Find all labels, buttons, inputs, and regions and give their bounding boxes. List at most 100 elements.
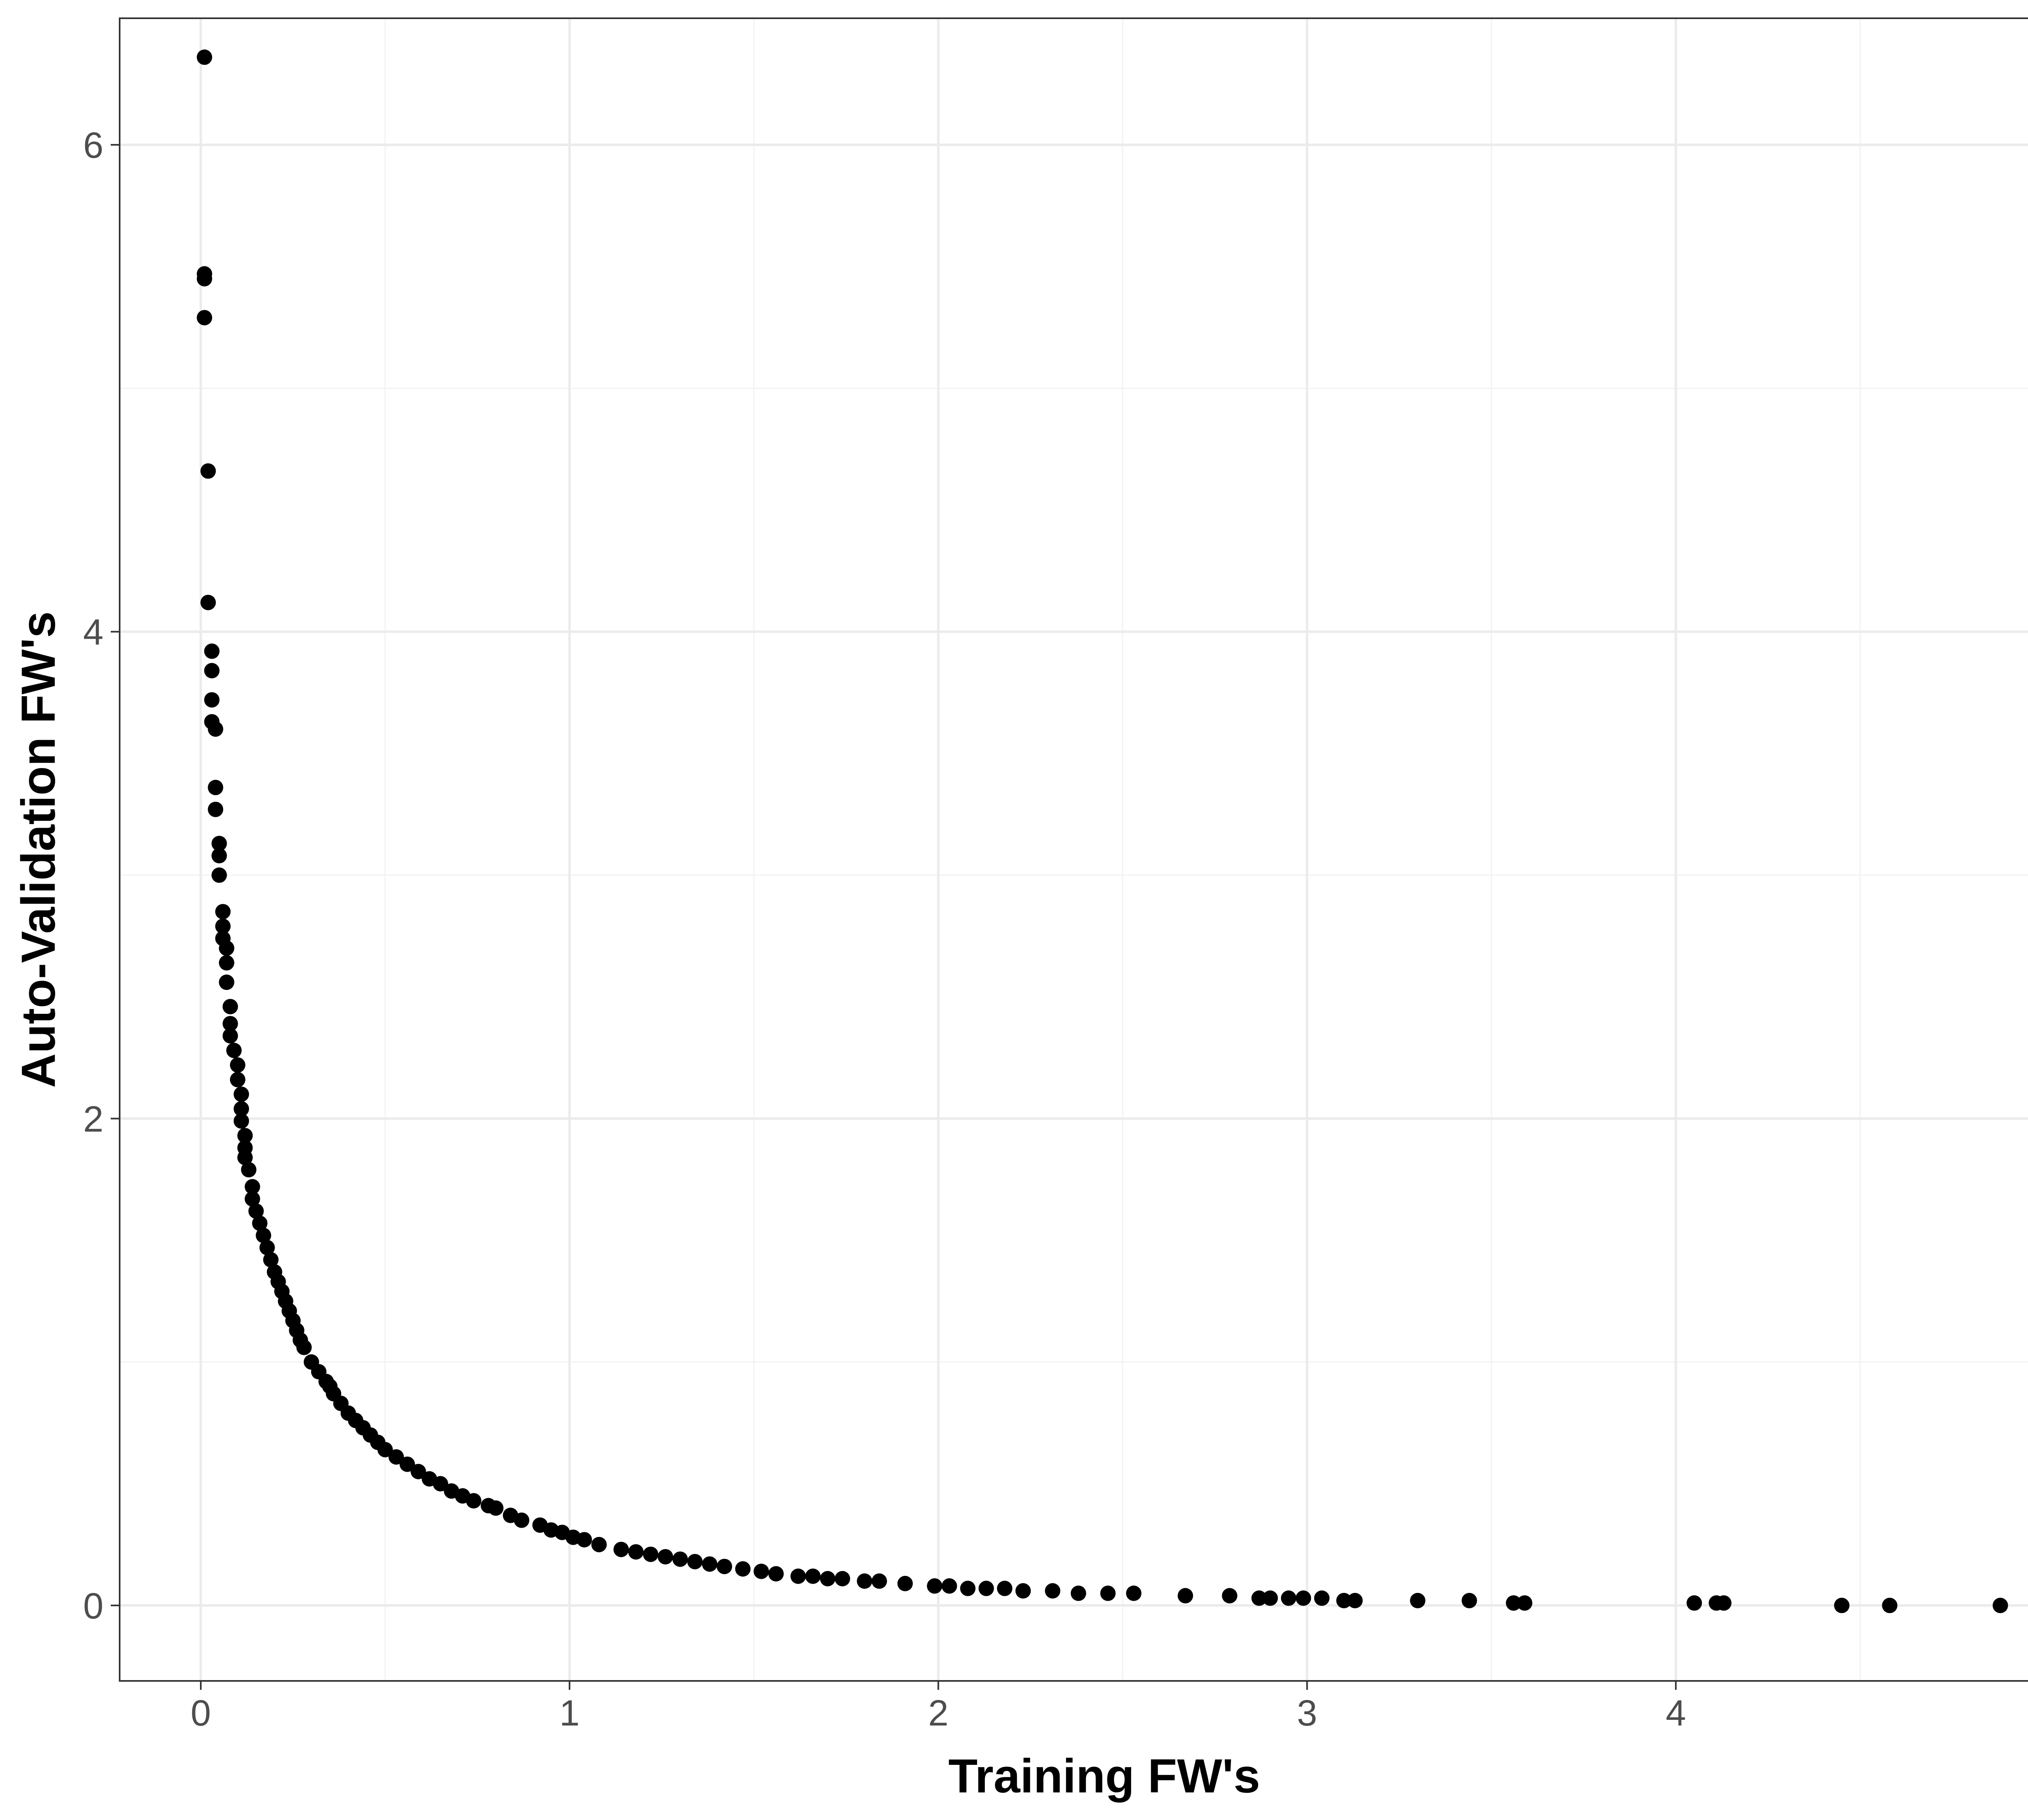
data-point	[256, 1228, 271, 1243]
x-axis-title: Training FW's	[948, 1749, 1260, 1803]
data-point	[753, 1563, 769, 1579]
data-point	[222, 1016, 238, 1032]
data-point	[245, 1191, 260, 1207]
data-point	[200, 595, 216, 610]
data-point	[222, 999, 238, 1015]
data-point	[1015, 1583, 1031, 1599]
data-point	[208, 801, 223, 817]
data-point	[230, 1057, 245, 1073]
x-tick-label: 4	[1666, 1693, 1686, 1734]
data-point	[1222, 1588, 1237, 1603]
data-point	[717, 1558, 733, 1574]
data-point	[204, 643, 220, 659]
y-tick-label: 2	[83, 1099, 103, 1140]
data-point	[263, 1252, 279, 1268]
data-point	[211, 835, 227, 851]
data-point	[790, 1568, 806, 1584]
data-point	[197, 49, 213, 65]
data-point	[768, 1566, 784, 1582]
data-point	[1347, 1592, 1363, 1608]
data-point	[735, 1561, 751, 1577]
data-point	[1882, 1597, 1898, 1613]
data-point	[1992, 1597, 2008, 1613]
data-point	[1045, 1583, 1061, 1599]
data-point	[230, 1072, 245, 1088]
data-point	[197, 310, 213, 326]
data-point	[388, 1449, 404, 1465]
y-tick-label: 4	[83, 612, 103, 653]
data-point	[871, 1573, 887, 1589]
data-point	[613, 1541, 629, 1557]
data-point	[672, 1551, 688, 1567]
data-point	[296, 1339, 312, 1355]
x-tick-label: 3	[1297, 1693, 1317, 1734]
y-tick-label: 0	[83, 1586, 103, 1627]
data-point	[1461, 1592, 1477, 1608]
data-point	[643, 1546, 659, 1562]
x-tick-label: 1	[559, 1693, 580, 1734]
major-gridlines	[120, 18, 2028, 1681]
data-point	[514, 1512, 530, 1528]
data-point	[805, 1568, 821, 1584]
data-point	[576, 1532, 592, 1547]
data-points	[197, 49, 2008, 1613]
data-point	[234, 1113, 249, 1129]
data-point	[1716, 1595, 1732, 1611]
data-point	[1834, 1597, 1850, 1613]
data-point	[927, 1578, 943, 1594]
minor-gridlines	[120, 18, 2028, 1681]
data-point	[234, 1086, 249, 1102]
data-point	[960, 1580, 976, 1596]
data-point	[200, 463, 216, 479]
x-tick-label: 0	[191, 1693, 211, 1734]
data-point	[219, 940, 234, 956]
data-point	[1177, 1588, 1193, 1603]
data-point	[237, 1128, 253, 1144]
data-point	[978, 1580, 994, 1596]
data-point	[197, 271, 213, 287]
data-point	[432, 1476, 448, 1492]
data-point	[702, 1556, 718, 1572]
data-point	[208, 721, 223, 737]
data-point	[234, 1101, 249, 1117]
data-point	[657, 1549, 673, 1565]
x-axis-ticks: 012345	[191, 1681, 1686, 1734]
data-point	[400, 1456, 415, 1472]
data-point	[245, 1179, 260, 1195]
y-axis-ticks: 0 2 4 6	[83, 125, 120, 1627]
data-point	[466, 1493, 481, 1509]
y-axis-title: Auto-Validation FW's	[12, 611, 65, 1088]
data-point	[591, 1537, 607, 1552]
data-point	[204, 692, 220, 708]
data-point	[211, 848, 227, 864]
data-point	[259, 1240, 275, 1256]
data-point	[219, 955, 234, 971]
data-point	[1410, 1592, 1426, 1608]
y-tick-label: 6	[83, 125, 103, 166]
data-point	[1262, 1590, 1278, 1606]
data-point	[208, 779, 223, 795]
data-point	[834, 1571, 850, 1586]
data-point	[687, 1554, 703, 1569]
data-point	[488, 1500, 504, 1516]
data-point	[377, 1442, 393, 1457]
data-point	[204, 663, 220, 678]
data-point	[226, 1043, 242, 1058]
data-point	[219, 974, 234, 990]
data-point	[410, 1464, 426, 1479]
data-point	[820, 1571, 836, 1586]
data-point	[1251, 1590, 1267, 1606]
data-point	[1686, 1595, 1702, 1611]
plot-panel-border	[119, 17, 2028, 1682]
data-point	[241, 1162, 257, 1178]
data-point	[897, 1575, 913, 1591]
data-point	[215, 904, 231, 920]
data-point	[997, 1580, 1013, 1596]
data-point	[237, 1150, 253, 1165]
data-point	[222, 1028, 238, 1044]
data-point	[1517, 1595, 1532, 1611]
data-point	[857, 1573, 872, 1589]
data-point	[628, 1544, 644, 1560]
